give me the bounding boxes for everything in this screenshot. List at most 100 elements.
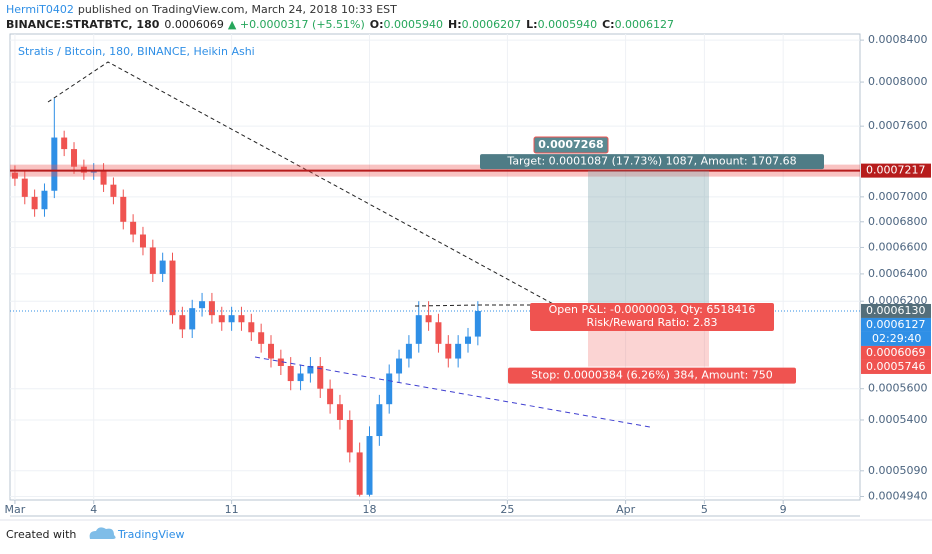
candle-body <box>21 178 28 197</box>
candle-body <box>415 315 422 344</box>
y-tick-label: 0.0005600 <box>868 382 928 395</box>
ohlc: O:0.0005940 H:0.0006207 L:0.0005940 C:0.000… <box>370 18 674 31</box>
ohlc-value: 0.0006127 <box>615 18 675 31</box>
candle-body <box>405 343 412 359</box>
published: published on TradingView.com, March 24, … <box>78 3 397 16</box>
candle-body <box>149 247 156 274</box>
price-label-box <box>861 359 931 374</box>
candle-body <box>51 137 58 191</box>
target-box <box>480 154 824 170</box>
candle-body <box>110 184 117 197</box>
x-tick-label: 5 <box>701 503 708 516</box>
candle-body <box>238 315 245 323</box>
candle-body <box>169 260 176 316</box>
candle-body <box>71 149 78 167</box>
y-tick-label: 0.0007600 <box>868 119 928 132</box>
candle-body <box>199 301 206 309</box>
candle-body <box>189 308 196 330</box>
price-label-box <box>861 163 931 178</box>
candle-body <box>464 336 471 344</box>
candle-body <box>346 419 353 453</box>
overlay: 0.0007268 Target: 0.0001087 (17.73%) 1087… <box>10 136 931 384</box>
ohlc-key: H: <box>448 18 462 31</box>
candle-body <box>11 172 18 179</box>
trend-line <box>47 61 556 306</box>
price-label: 0.0005746 <box>866 360 926 373</box>
x-tick-label: 9 <box>780 503 787 516</box>
candle-body <box>218 315 225 323</box>
price-label-box <box>861 345 931 360</box>
y-tick-label: 0.0005090 <box>868 464 928 477</box>
author: HermiT0402 <box>6 3 74 16</box>
y-tick-label: 0.0006400 <box>868 267 928 280</box>
candle-body <box>386 373 393 405</box>
price-label: 0.0006130 <box>866 304 926 317</box>
candle-body <box>61 137 68 150</box>
x-tick-label: 25 <box>500 503 514 516</box>
candle-body <box>130 221 137 235</box>
ohlc-value: 0.0005940 <box>384 18 444 31</box>
candle-body <box>179 315 186 330</box>
target-price-box <box>533 136 609 154</box>
candle-body <box>327 388 334 405</box>
y-tick-label: 0.0006200 <box>868 294 928 307</box>
price-label-box <box>861 303 931 318</box>
candle-body <box>287 365 294 382</box>
footer-created: Created with <box>6 528 76 541</box>
candle-body <box>139 234 146 248</box>
candle-body <box>435 322 442 344</box>
countdown: 02:29:40 <box>872 332 921 345</box>
x-tick-label: Apr <box>616 503 636 516</box>
countdown-box <box>861 331 931 346</box>
ohlc-value: 0.0005940 <box>538 18 598 31</box>
y-tick-label: 0.0008000 <box>868 75 928 88</box>
candle-body <box>336 404 343 420</box>
candle-body <box>317 365 324 389</box>
candle-body <box>376 404 383 437</box>
y-tick-label: 0.0008400 <box>868 33 928 46</box>
plot: 0.00084000.00080000.00076000.00070000.00… <box>5 33 928 516</box>
header: HermiT0402 published on TradingView.com, … <box>6 3 397 16</box>
y-tick-label: 0.0006600 <box>868 240 928 253</box>
y-tick-label: 0.0006800 <box>868 215 928 228</box>
candle-body <box>248 322 255 333</box>
candle-body <box>31 196 38 210</box>
price-label: 0.0006127 <box>866 318 926 331</box>
target-price: 0.0007268 <box>538 138 603 151</box>
candle-body <box>277 358 284 366</box>
target-text: Target: 0.0001087 (17.73%) 1087, Amount:… <box>506 155 796 168</box>
candle-body <box>228 315 235 323</box>
price-label: 0.0006069 <box>866 346 926 359</box>
y-tick-label: 0.0004940 <box>868 490 928 503</box>
y-tick-label: 0.0007000 <box>868 190 928 203</box>
price-label: 0.0007217 <box>866 164 926 177</box>
candle-body <box>307 365 314 374</box>
candle-body <box>120 196 127 222</box>
candle-body <box>455 343 462 359</box>
candle-body <box>366 436 373 495</box>
price-label-box <box>861 317 931 332</box>
candle-body <box>356 452 363 495</box>
ohlc-key: O: <box>370 18 384 31</box>
x-tick-label: 4 <box>90 503 97 516</box>
rr-text: Risk/Reward Ratio: 2.83 <box>587 316 718 329</box>
change: ▲ +0.0000317 (+5.51%) <box>228 18 365 31</box>
candle-body <box>425 315 432 323</box>
plot-frame <box>9 33 861 501</box>
candle-body <box>100 170 107 185</box>
ohlc-value: 0.0006207 <box>462 18 522 31</box>
last: 0.0006069 <box>164 18 224 31</box>
legend-title: Stratis / Bitcoin, 180, BINANCE, Heikin … <box>18 45 255 58</box>
candle-body <box>268 343 275 359</box>
pnl-box <box>530 302 774 331</box>
y-tick-label: 0.0005400 <box>868 413 928 426</box>
candle-body <box>297 373 304 382</box>
candle-body <box>474 310 481 337</box>
x-tick-label: Mar <box>5 503 26 516</box>
symbol: BINANCE:STRATBTC, 180 <box>6 18 160 31</box>
symbol-line: BINANCE:STRATBTC, 180 0.0006069 ▲ +0.00003… <box>6 18 674 31</box>
target-zone <box>588 170 709 311</box>
x-tick-label: 11 <box>225 503 239 516</box>
